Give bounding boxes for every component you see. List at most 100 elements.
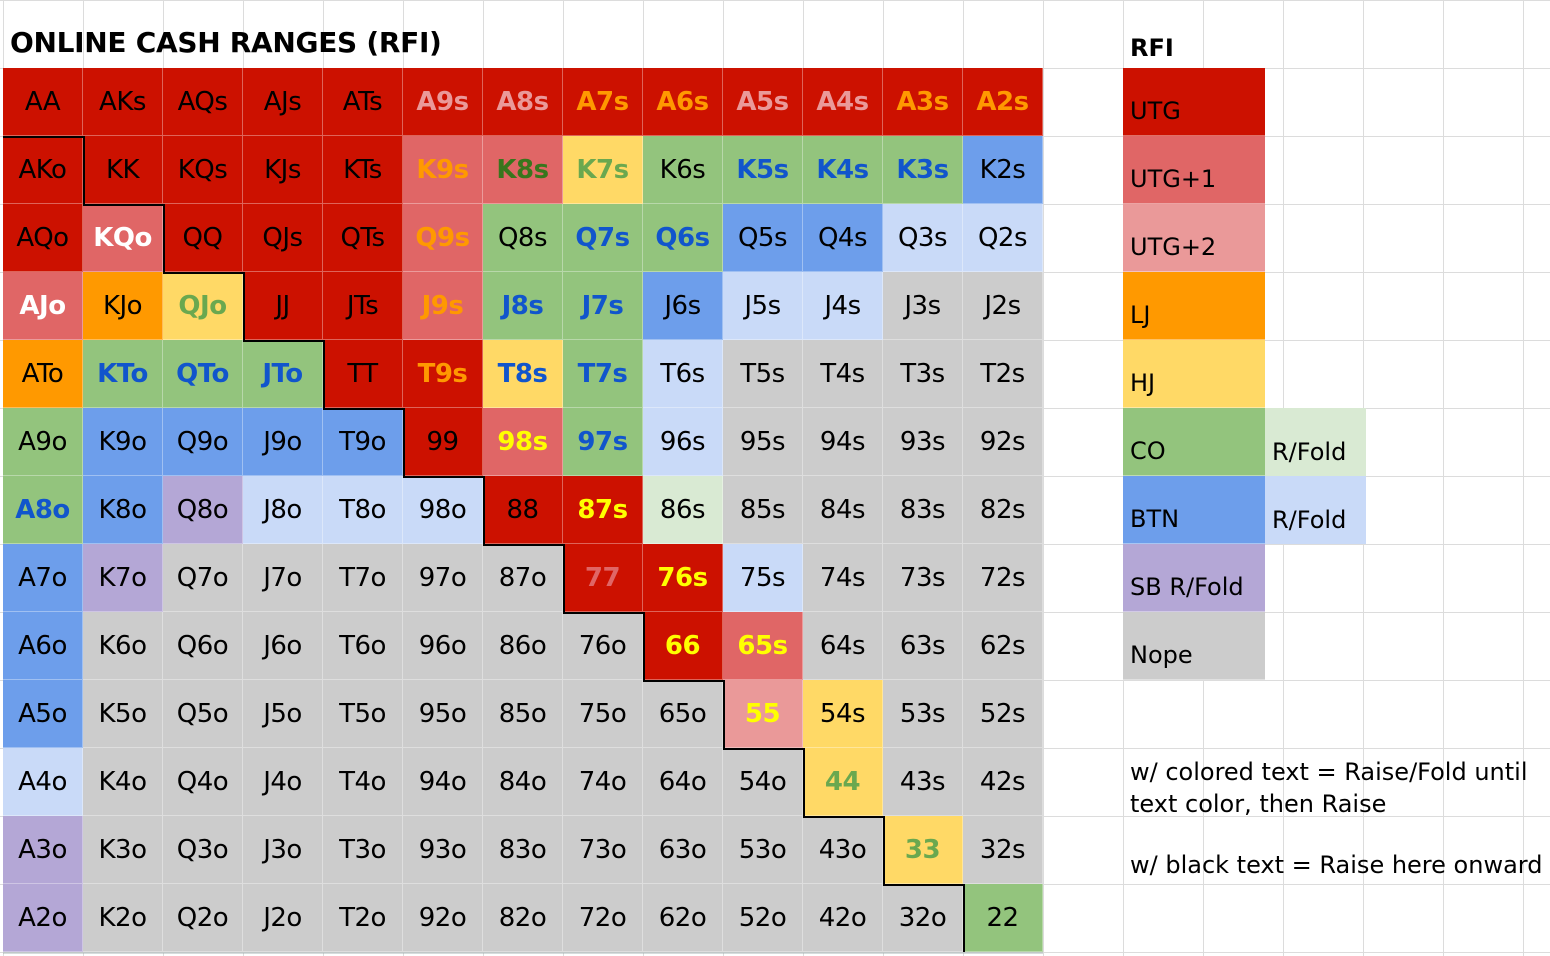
hand-cell-K8s[interactable]: K8s — [483, 136, 563, 204]
hand-cell-42o[interactable]: 42o — [803, 884, 883, 952]
hand-cell-J8s[interactable]: J8s — [483, 272, 563, 340]
hand-cell-KJo[interactable]: KJo — [83, 272, 163, 340]
hand-cell-K8o[interactable]: K8o — [83, 476, 163, 544]
hand-cell-KTs[interactable]: KTs — [323, 136, 403, 204]
hand-cell-Q6s[interactable]: Q6s — [643, 204, 723, 272]
hand-cell-K9o[interactable]: K9o — [83, 408, 163, 476]
hand-cell-88[interactable]: 88 — [483, 476, 563, 544]
hand-cell-AQo[interactable]: AQo — [3, 204, 83, 272]
hand-cell-AJo[interactable]: AJo — [3, 272, 83, 340]
hand-cell-62s[interactable]: 62s — [963, 612, 1043, 680]
hand-cell-A7o[interactable]: A7o — [3, 544, 83, 612]
hand-cell-A5o[interactable]: A5o — [3, 680, 83, 748]
hand-cell-64s[interactable]: 64s — [803, 612, 883, 680]
hand-cell-Q8s[interactable]: Q8s — [483, 204, 563, 272]
hand-cell-T8o[interactable]: T8o — [323, 476, 403, 544]
hand-cell-A3o[interactable]: A3o — [3, 816, 83, 884]
hand-cell-55[interactable]: 55 — [723, 680, 803, 748]
hand-cell-75s[interactable]: 75s — [723, 544, 803, 612]
hand-cell-63s[interactable]: 63s — [883, 612, 963, 680]
hand-cell-96s[interactable]: 96s — [643, 408, 723, 476]
hand-cell-TT[interactable]: TT — [323, 340, 403, 408]
hand-cell-K3o[interactable]: K3o — [83, 816, 163, 884]
hand-cell-K7s[interactable]: K7s — [563, 136, 643, 204]
hand-cell-64o[interactable]: 64o — [643, 748, 723, 816]
hand-cell-87o[interactable]: 87o — [483, 544, 563, 612]
hand-cell-T8s[interactable]: T8s — [483, 340, 563, 408]
hand-cell-75o[interactable]: 75o — [563, 680, 643, 748]
hand-cell-54s[interactable]: 54s — [803, 680, 883, 748]
hand-cell-K6s[interactable]: K6s — [643, 136, 723, 204]
hand-cell-44[interactable]: 44 — [803, 748, 883, 816]
hand-cell-32s[interactable]: 32s — [963, 816, 1043, 884]
hand-cell-97s[interactable]: 97s — [563, 408, 643, 476]
hand-cell-KTo[interactable]: KTo — [83, 340, 163, 408]
hand-cell-97o[interactable]: 97o — [403, 544, 483, 612]
hand-cell-ATs[interactable]: ATs — [323, 68, 403, 136]
hand-cell-Q5s[interactable]: Q5s — [723, 204, 803, 272]
hand-cell-A6o[interactable]: A6o — [3, 612, 83, 680]
hand-cell-Q4o[interactable]: Q4o — [163, 748, 243, 816]
hand-cell-T9o[interactable]: T9o — [323, 408, 403, 476]
hand-cell-A9o[interactable]: A9o — [3, 408, 83, 476]
hand-cell-52s[interactable]: 52s — [963, 680, 1043, 748]
hand-cell-86s[interactable]: 86s — [643, 476, 723, 544]
hand-cell-KJs[interactable]: KJs — [243, 136, 323, 204]
hand-cell-K7o[interactable]: K7o — [83, 544, 163, 612]
hand-cell-85o[interactable]: 85o — [483, 680, 563, 748]
hand-cell-53o[interactable]: 53o — [723, 816, 803, 884]
hand-cell-QJo[interactable]: QJo — [163, 272, 243, 340]
hand-cell-72s[interactable]: 72s — [963, 544, 1043, 612]
hand-cell-43s[interactable]: 43s — [883, 748, 963, 816]
hand-cell-AKs[interactable]: AKs — [83, 68, 163, 136]
hand-cell-T6o[interactable]: T6o — [323, 612, 403, 680]
hand-cell-77[interactable]: 77 — [563, 544, 643, 612]
hand-cell-74o[interactable]: 74o — [563, 748, 643, 816]
hand-cell-JJ[interactable]: JJ — [243, 272, 323, 340]
hand-cell-K4s[interactable]: K4s — [803, 136, 883, 204]
hand-cell-87s[interactable]: 87s — [563, 476, 643, 544]
hand-cell-ATo[interactable]: ATo — [3, 340, 83, 408]
hand-cell-T4o[interactable]: T4o — [323, 748, 403, 816]
hand-cell-43o[interactable]: 43o — [803, 816, 883, 884]
hand-cell-73s[interactable]: 73s — [883, 544, 963, 612]
hand-cell-J5s[interactable]: J5s — [723, 272, 803, 340]
hand-cell-92o[interactable]: 92o — [403, 884, 483, 952]
hand-cell-J9s[interactable]: J9s — [403, 272, 483, 340]
hand-cell-T2o[interactable]: T2o — [323, 884, 403, 952]
hand-cell-A4o[interactable]: A4o — [3, 748, 83, 816]
hand-cell-42s[interactable]: 42s — [963, 748, 1043, 816]
hand-cell-95s[interactable]: 95s — [723, 408, 803, 476]
hand-cell-62o[interactable]: 62o — [643, 884, 723, 952]
hand-cell-Q9o[interactable]: Q9o — [163, 408, 243, 476]
hand-cell-A2o[interactable]: A2o — [3, 884, 83, 952]
hand-cell-99[interactable]: 99 — [403, 408, 483, 476]
hand-cell-A7s[interactable]: A7s — [563, 68, 643, 136]
hand-cell-J4o[interactable]: J4o — [243, 748, 323, 816]
hand-cell-95o[interactable]: 95o — [403, 680, 483, 748]
hand-cell-K3s[interactable]: K3s — [883, 136, 963, 204]
hand-cell-A8o[interactable]: A8o — [3, 476, 83, 544]
hand-cell-T9s[interactable]: T9s — [403, 340, 483, 408]
hand-cell-KQo[interactable]: KQo — [83, 204, 163, 272]
hand-cell-63o[interactable]: 63o — [643, 816, 723, 884]
hand-cell-K6o[interactable]: K6o — [83, 612, 163, 680]
hand-cell-J2s[interactable]: J2s — [963, 272, 1043, 340]
hand-cell-54o[interactable]: 54o — [723, 748, 803, 816]
hand-cell-32o[interactable]: 32o — [883, 884, 963, 952]
hand-cell-Q9s[interactable]: Q9s — [403, 204, 483, 272]
hand-cell-82o[interactable]: 82o — [483, 884, 563, 952]
hand-cell-72o[interactable]: 72o — [563, 884, 643, 952]
hand-cell-K5s[interactable]: K5s — [723, 136, 803, 204]
hand-cell-J2o[interactable]: J2o — [243, 884, 323, 952]
hand-cell-Q8o[interactable]: Q8o — [163, 476, 243, 544]
hand-cell-74s[interactable]: 74s — [803, 544, 883, 612]
hand-cell-J8o[interactable]: J8o — [243, 476, 323, 544]
hand-cell-82s[interactable]: 82s — [963, 476, 1043, 544]
hand-cell-K9s[interactable]: K9s — [403, 136, 483, 204]
hand-cell-QTs[interactable]: QTs — [323, 204, 403, 272]
hand-cell-K2o[interactable]: K2o — [83, 884, 163, 952]
hand-cell-Q7o[interactable]: Q7o — [163, 544, 243, 612]
hand-cell-T7s[interactable]: T7s — [563, 340, 643, 408]
hand-cell-Q2s[interactable]: Q2s — [963, 204, 1043, 272]
